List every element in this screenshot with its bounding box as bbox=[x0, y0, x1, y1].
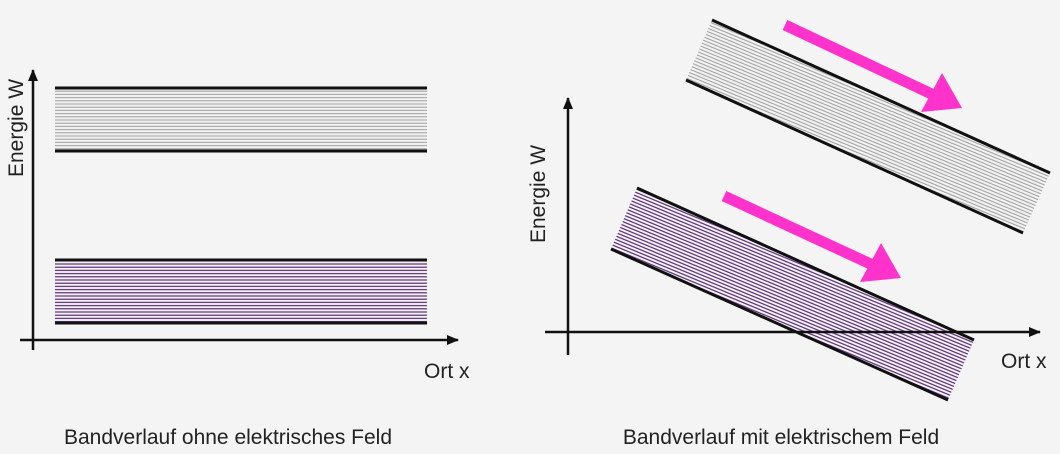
left-conduction-band-fill bbox=[55, 88, 427, 151]
upper-field-arrow-shaft bbox=[782, 20, 941, 102]
right-valence-band-top-edge bbox=[636, 186, 975, 342]
right-valence-band bbox=[610, 186, 975, 402]
right-valence-band-fill bbox=[611, 188, 974, 400]
upper-field-arrow-head bbox=[921, 73, 962, 112]
upper-field-arrow bbox=[782, 20, 962, 112]
left-panel: Energie W Ort x Bandverlauf ohne elektri… bbox=[5, 69, 470, 449]
right-conduction-band bbox=[685, 18, 1051, 235]
left-x-axis-label: Ort x bbox=[424, 360, 470, 383]
right-conduction-band-bottom-edge bbox=[685, 78, 1024, 235]
right-y-axis-label: Energie W bbox=[527, 145, 550, 243]
right-x-axis-label: Ort x bbox=[1001, 350, 1047, 373]
lower-field-arrow bbox=[721, 191, 901, 282]
right-panel: Energie W Ort x Bandverlauf mit elektris… bbox=[527, 18, 1051, 449]
right-valence-band-bottom-edge bbox=[610, 247, 949, 402]
left-y-axis-label: Energie W bbox=[5, 79, 28, 177]
left-conduction-band bbox=[55, 86, 427, 153]
right-conduction-band-fill bbox=[686, 20, 1050, 233]
lower-field-arrow-head bbox=[860, 243, 901, 282]
left-caption: Bandverlauf ohne elektrisches Feld bbox=[64, 426, 392, 449]
left-valence-band-fill bbox=[55, 260, 427, 323]
right-caption: Bandverlauf mit elektrischem Feld bbox=[623, 426, 939, 449]
right-conduction-band-top-edge bbox=[711, 18, 1051, 175]
lower-field-arrow-shaft bbox=[721, 191, 880, 272]
left-valence-band bbox=[55, 258, 427, 325]
